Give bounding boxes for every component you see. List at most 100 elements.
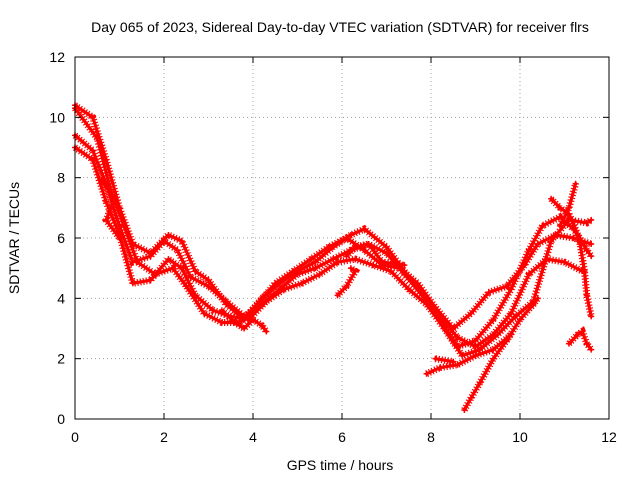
data-point (325, 244, 332, 251)
data-point (581, 268, 588, 275)
data-point (574, 331, 581, 338)
x-tick-label: 12 (601, 429, 617, 445)
data-point (129, 259, 136, 266)
data-point (539, 222, 546, 229)
data-point (383, 250, 390, 257)
data-point (281, 286, 288, 293)
y-tick-label: 2 (57, 351, 65, 367)
data-point (165, 256, 172, 263)
data-point (205, 277, 212, 284)
x-tick-label: 8 (427, 429, 435, 445)
data-point (129, 280, 136, 287)
data-point (334, 292, 341, 299)
data-point (583, 292, 590, 299)
data-point (588, 313, 595, 320)
data-point (454, 361, 461, 368)
data-point (89, 147, 96, 154)
data-point (387, 268, 394, 275)
trace-2-markers (72, 106, 593, 334)
data-point (525, 247, 532, 254)
data-point (461, 406, 468, 413)
fragment-frag-6 (556, 180, 579, 229)
data-point (365, 241, 372, 248)
data-point (250, 316, 256, 323)
chart-title: Day 065 of 2023, Sidereal Day-to-day VTE… (91, 19, 589, 35)
data-point (307, 256, 314, 263)
series-trace-2 (72, 105, 595, 334)
series-trace-3 (72, 132, 586, 351)
fragment-frag-3 (432, 355, 457, 366)
data-point (503, 337, 510, 344)
y-tick-label: 12 (49, 49, 65, 65)
frag-2-line (425, 332, 513, 376)
data-point (521, 262, 528, 269)
data-point (534, 295, 541, 302)
data-point (454, 334, 461, 341)
y-tick-label: 8 (57, 170, 65, 186)
x-axis-label: GPS time / hours (287, 457, 394, 473)
plot-area (72, 102, 595, 413)
fragment-frag-7 (570, 222, 595, 320)
y-tick-label: 0 (57, 411, 65, 427)
data-point (512, 313, 519, 320)
x-tick-label: 4 (249, 429, 257, 445)
data-point (588, 241, 595, 248)
data-point (468, 310, 475, 317)
fragment-frag-2 (423, 331, 515, 377)
x-tick-label: 2 (160, 429, 168, 445)
fragment-frag-9 (334, 265, 361, 299)
series-trace-1 (72, 102, 577, 351)
data-point (534, 241, 541, 248)
data-point (343, 235, 350, 241)
data-point (565, 204, 572, 211)
data-point (272, 280, 279, 287)
frag-4-line (462, 296, 540, 412)
data-point (379, 259, 386, 266)
data-point (517, 316, 523, 323)
trace-2-line (73, 106, 593, 331)
data-point (370, 262, 377, 269)
data-point (187, 274, 194, 281)
data-point (472, 352, 479, 359)
data-point (557, 204, 564, 211)
data-point (352, 268, 359, 275)
data-point (508, 310, 515, 317)
data-point (334, 259, 341, 266)
frag-1-line (100, 179, 122, 240)
data-point (588, 253, 595, 260)
y-tick-label: 6 (57, 230, 65, 246)
data-point (561, 259, 568, 266)
data-point (557, 222, 564, 229)
data-point (89, 156, 96, 163)
data-point (178, 265, 185, 272)
data-point (209, 307, 216, 314)
data-point (423, 301, 430, 308)
data-point (436, 364, 443, 371)
data-point (258, 322, 265, 329)
fragment-frag-10 (343, 240, 408, 269)
data-point (241, 325, 248, 332)
data-point (98, 177, 105, 184)
data-point (530, 301, 537, 308)
data-point (201, 310, 208, 317)
data-point (476, 379, 483, 386)
data-point (588, 346, 595, 353)
data-point (494, 331, 501, 338)
y-tick-label: 10 (49, 109, 65, 125)
data-point (290, 268, 297, 275)
data-point (361, 225, 368, 232)
data-point (579, 328, 586, 335)
data-point (583, 219, 590, 226)
data-point (183, 283, 190, 290)
y-tick-label: 4 (57, 290, 65, 306)
data-point (401, 271, 408, 278)
data-point (298, 280, 305, 287)
data-point (112, 195, 119, 202)
data-point (316, 271, 323, 278)
trace-3-markers (72, 132, 584, 351)
data-point (401, 262, 408, 269)
data-point (312, 265, 319, 272)
series-trace-4 (72, 144, 595, 360)
data-point (89, 114, 96, 121)
data-point (263, 298, 270, 305)
